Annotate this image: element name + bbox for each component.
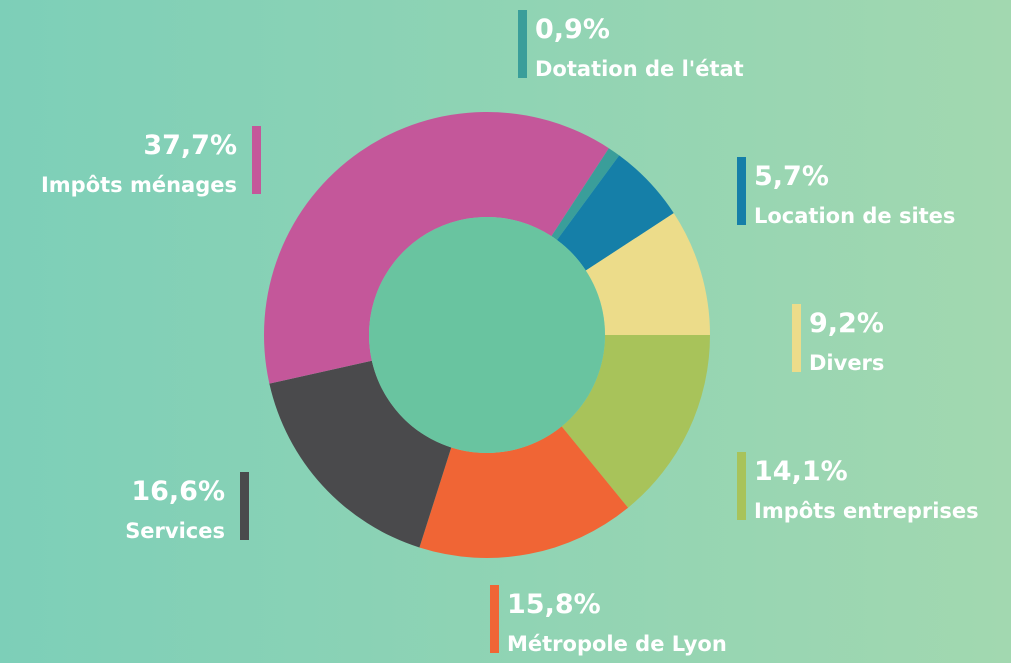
category-label: Dotation de l'état bbox=[535, 57, 744, 81]
category-label: Divers bbox=[809, 351, 884, 375]
slice bbox=[419, 426, 629, 559]
value-label: 16,6% bbox=[131, 476, 225, 507]
category-label: Services bbox=[125, 519, 225, 543]
value-label: 14,1% bbox=[754, 456, 848, 487]
value-label: 5,7% bbox=[754, 161, 829, 192]
donut-hole bbox=[369, 217, 605, 453]
slice bbox=[269, 360, 452, 548]
value-label: 37,7% bbox=[143, 130, 237, 161]
category-label: Métropole de Lyon bbox=[507, 632, 727, 656]
label-bar bbox=[252, 126, 261, 194]
category-label: Impôts ménages bbox=[41, 173, 237, 197]
slice bbox=[556, 155, 674, 271]
label-bar bbox=[240, 472, 249, 540]
value-label: 15,8% bbox=[507, 589, 601, 620]
label-bar bbox=[490, 585, 499, 653]
slice bbox=[551, 148, 620, 240]
label-bar bbox=[737, 452, 746, 520]
category-label: Impôts entreprises bbox=[754, 499, 979, 523]
label-bar bbox=[737, 157, 746, 225]
value-label: 0,9% bbox=[535, 14, 610, 45]
slice bbox=[561, 335, 710, 508]
label-bar bbox=[518, 10, 527, 78]
slice bbox=[585, 213, 710, 335]
label-bar bbox=[792, 304, 801, 372]
value-label: 9,2% bbox=[809, 308, 884, 339]
slice bbox=[264, 111, 609, 384]
category-label: Location de sites bbox=[754, 204, 955, 228]
